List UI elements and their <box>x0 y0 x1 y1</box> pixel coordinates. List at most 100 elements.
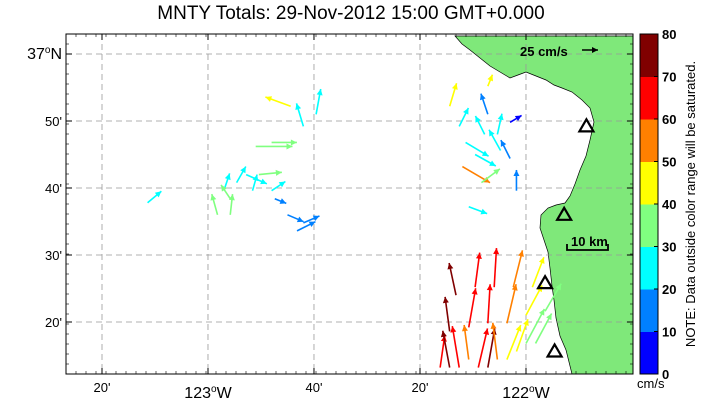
current-vector <box>448 83 458 107</box>
current-vector <box>258 169 282 176</box>
colorbar-tick-label: 50 <box>662 155 676 170</box>
current-vector-head <box>450 326 457 333</box>
colorbar-band <box>640 119 658 162</box>
reference-vector-arrowhead <box>592 47 598 53</box>
lon-label: 40' <box>306 380 323 395</box>
current-vector <box>474 252 482 288</box>
lon-label: 123oW <box>184 384 232 402</box>
colorbar-band <box>640 76 658 120</box>
current-vector-head <box>489 129 495 137</box>
current-vector <box>468 206 488 215</box>
current-vector <box>512 250 524 288</box>
current-vector-head <box>221 184 227 192</box>
current-vector-head <box>546 313 552 321</box>
radar-station-marker <box>577 117 596 133</box>
current-vector <box>295 103 305 127</box>
current-vector <box>440 330 451 368</box>
reference-vector-label: 25 cm/s <box>520 44 568 59</box>
colorbar-unit: cm/s <box>637 376 665 391</box>
current-vector <box>513 169 520 191</box>
current-vector <box>303 215 320 224</box>
colorbar-tick-label: 20 <box>662 282 676 297</box>
current-vector <box>474 115 486 135</box>
current-vector-head <box>538 308 545 316</box>
current-vector-head <box>481 150 489 157</box>
colorbar-tick-label: 0 <box>662 367 669 382</box>
current-vector-head <box>260 178 267 185</box>
current-vector <box>251 174 259 191</box>
scale-bar-line <box>566 244 609 251</box>
colorbar-tick-label: 30 <box>662 240 676 255</box>
current-vector <box>447 262 457 296</box>
current-vector-head <box>497 113 504 121</box>
current-vector-head <box>295 103 302 110</box>
current-vector-head <box>480 208 488 215</box>
current-vector <box>465 141 489 157</box>
current-vector-head <box>515 325 522 332</box>
colorbar-band <box>640 246 658 290</box>
current-vector-head <box>493 168 500 175</box>
current-vector-head <box>154 191 162 198</box>
current-vector <box>525 308 546 344</box>
current-vector-head <box>555 283 562 291</box>
current-vector <box>287 214 304 223</box>
lon-label: 20' <box>412 380 429 395</box>
current-vector-head <box>461 325 468 332</box>
lon-label: 122oW <box>502 384 550 402</box>
current-vector <box>544 283 562 312</box>
colorbar-band <box>640 34 658 77</box>
current-vector-head <box>440 330 447 338</box>
current-vector <box>271 139 297 146</box>
colorbar-band <box>640 289 658 332</box>
current-vector-head <box>316 89 323 96</box>
current-vector <box>493 248 500 288</box>
scale-bar: 10 km <box>566 234 609 251</box>
coastline-land <box>454 35 633 374</box>
current-vector-head <box>479 93 486 101</box>
current-vector <box>442 296 451 332</box>
current-vector-head <box>275 169 282 176</box>
lat-label: 50' <box>45 114 62 129</box>
current-vector <box>296 220 316 232</box>
current-vector <box>265 96 291 108</box>
current-vector <box>315 88 323 115</box>
current-vector-head <box>228 194 235 201</box>
colorbar-band <box>640 204 658 247</box>
radar-station-marker <box>555 205 574 221</box>
current-vector-head <box>252 174 259 182</box>
colorbar-tick-label: 70 <box>662 70 676 85</box>
colorbar-note: NOTE: Data outside color range will be s… <box>683 61 698 347</box>
current-vectors <box>147 74 562 368</box>
scale-bar-label: 10 km <box>571 234 608 249</box>
radar-stations <box>536 117 596 358</box>
current-vector <box>490 322 499 360</box>
current-vector <box>506 284 518 324</box>
frame-ticks <box>65 33 633 375</box>
current-vector-head <box>487 74 493 82</box>
lat-label: 20' <box>45 315 62 330</box>
current-vector-head <box>224 173 231 181</box>
current-vector <box>534 313 553 344</box>
current-vector <box>477 328 490 368</box>
current-vector <box>506 324 522 360</box>
current-vector-head <box>265 96 273 102</box>
current-vector-head <box>486 284 493 291</box>
lat-label: 37oN <box>27 45 62 63</box>
current-vector <box>488 129 502 151</box>
current-vector <box>210 193 219 216</box>
current-vector <box>480 168 501 184</box>
current-vector-head <box>471 288 478 295</box>
current-vector <box>458 107 470 127</box>
current-vector <box>228 194 235 215</box>
current-vector <box>274 197 287 205</box>
current-vector-head <box>500 140 507 147</box>
current-vector <box>474 153 497 167</box>
current-vector-head <box>240 166 246 174</box>
current-vector <box>271 180 286 192</box>
current-vector-head <box>463 107 469 115</box>
reference-vector: 25 cm/s <box>520 44 598 59</box>
colorbar-tick-label: 10 <box>662 325 676 340</box>
lat-label: 40' <box>45 181 62 196</box>
current-vector <box>486 284 493 324</box>
